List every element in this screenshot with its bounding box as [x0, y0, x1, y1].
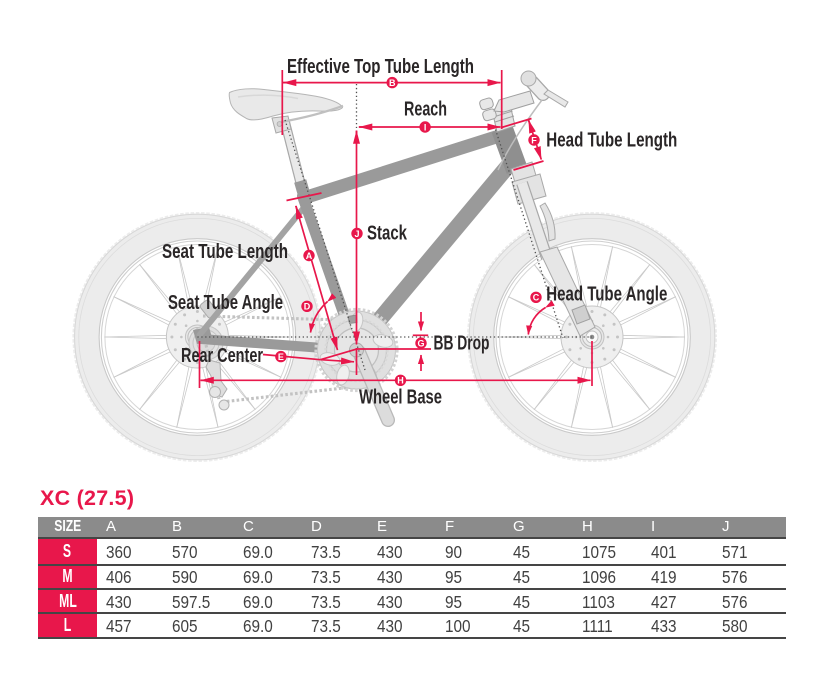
svg-text:Seat Tube Length: Seat Tube Length: [162, 241, 288, 263]
svg-text:Seat Tube Angle: Seat Tube Angle: [168, 292, 283, 314]
svg-text:Reach: Reach: [404, 98, 447, 120]
svg-text:J: J: [354, 229, 359, 239]
svg-text:B: B: [389, 78, 396, 88]
svg-text:BB Drop: BB Drop: [434, 333, 490, 355]
svg-text:G: G: [417, 339, 424, 349]
svg-text:I: I: [424, 122, 427, 132]
svg-text:E: E: [278, 352, 284, 362]
svg-text:H: H: [397, 376, 404, 386]
svg-text:Head Tube Angle: Head Tube Angle: [546, 284, 667, 306]
svg-text:Effective Top Tube Length: Effective Top Tube Length: [287, 56, 474, 78]
svg-text:F: F: [531, 135, 537, 145]
svg-text:Rear Center: Rear Center: [181, 345, 263, 367]
svg-text:A: A: [306, 251, 313, 261]
svg-text:Wheel Base: Wheel Base: [359, 387, 442, 409]
svg-text:D: D: [304, 302, 311, 312]
svg-text:Stack: Stack: [367, 222, 408, 244]
svg-text:Head Tube Length: Head Tube Length: [546, 130, 677, 152]
svg-text:C: C: [533, 293, 540, 303]
